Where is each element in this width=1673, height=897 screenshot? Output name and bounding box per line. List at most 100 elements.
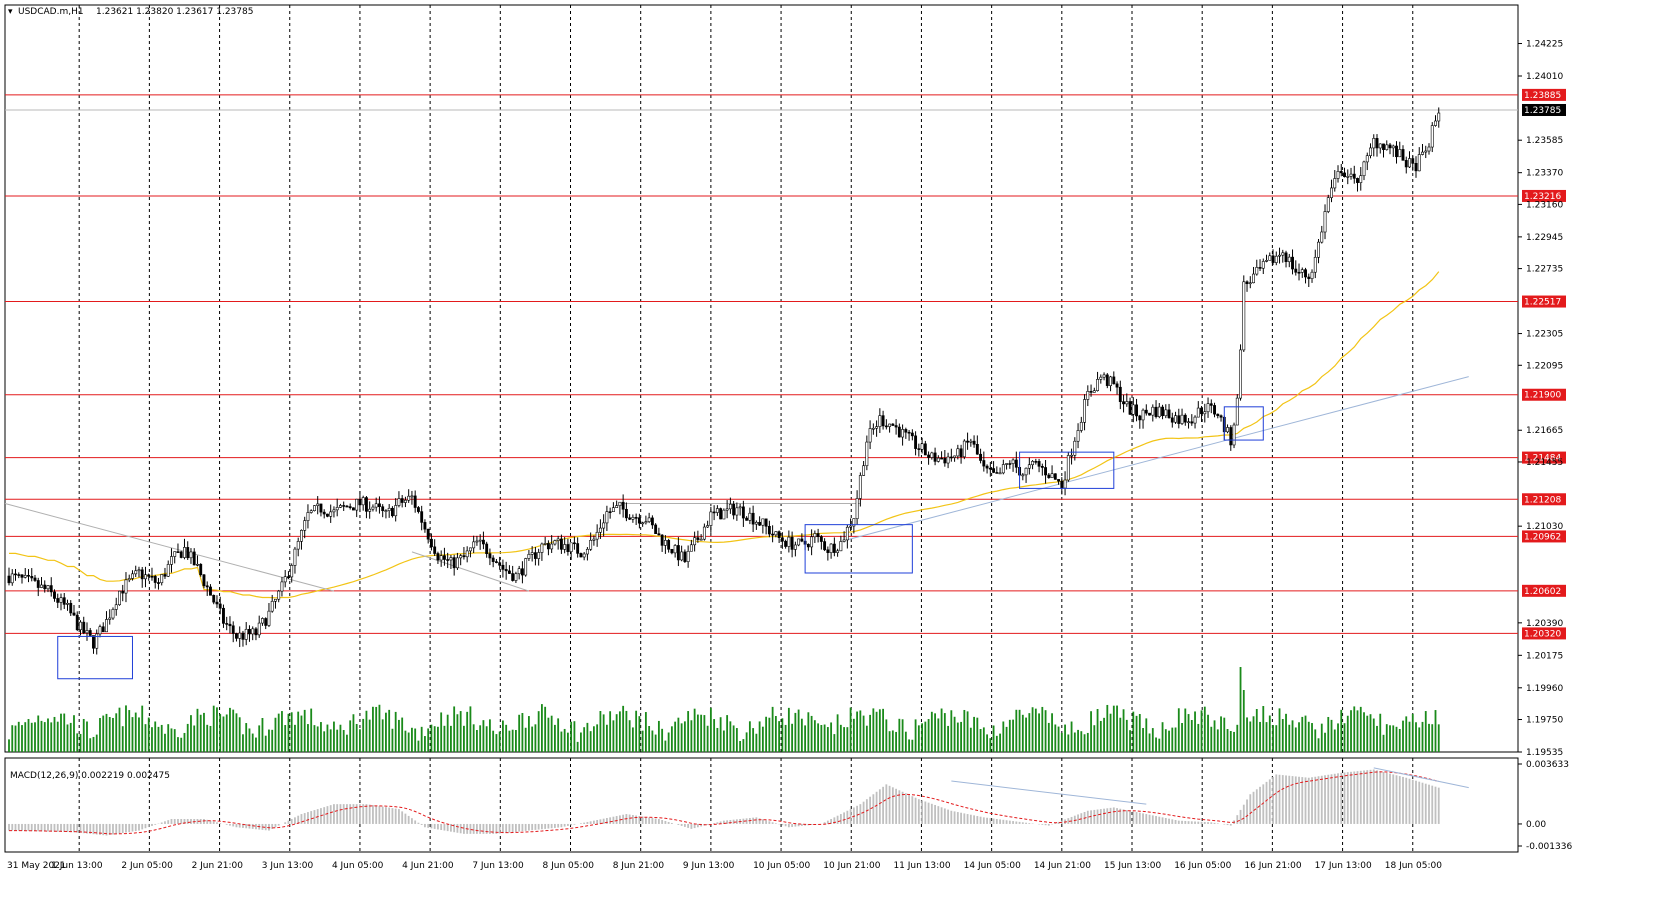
candle-body [992,468,996,473]
candle-body [624,508,628,519]
candle-body [754,521,758,525]
candle-body [1424,150,1428,153]
x-tick-label: 18 Jun 05:00 [1385,861,1442,871]
consolidation-box[interactable] [804,524,913,574]
candle-body [732,503,736,516]
candle-body [316,503,320,506]
candle-body [1294,268,1298,273]
candle-body [722,509,726,520]
candle-body [442,555,446,560]
candle-body [403,499,407,503]
candle-body [553,540,557,545]
price-tick-label: 1.21030 [1526,522,1563,532]
x-tick-label: 16 Jun 05:00 [1174,861,1231,871]
candle-body [1343,172,1346,178]
candle-body [959,448,963,458]
candle-body [494,561,498,563]
dropdown-triangle-icon[interactable]: ▾ [8,7,13,17]
x-tick-label: 4 Jun 05:00 [332,861,384,871]
trendline[interactable] [4,503,335,592]
candle-body [537,552,541,559]
candle-body [1109,376,1112,386]
candle-body [264,618,268,626]
candle-body [1209,403,1213,406]
candle-body [962,440,966,458]
candle-body [563,544,567,550]
price-tick-label: 1.22095 [1526,361,1563,371]
candle-body [199,563,203,576]
candle-body [946,456,950,464]
candle-body [205,585,209,588]
candle-body [1411,158,1415,164]
candle-body [1076,430,1080,442]
candle-body [910,432,914,437]
price-tick-label: 1.21455 [1526,458,1563,468]
candle-body [1044,467,1048,476]
candle-body [1291,256,1294,270]
candle-body [56,598,60,603]
candle-body [933,452,937,462]
candle-body [277,590,281,600]
candle-body [390,507,394,517]
candle-body [17,574,21,576]
consolidation-box[interactable] [1223,406,1264,441]
candle-body [69,602,73,614]
candle-body [1362,161,1366,177]
candle-body [1031,461,1035,466]
candle-body [1099,376,1103,380]
candle-body [631,517,635,520]
x-tick-label: 7 Jun 13:00 [472,861,524,871]
candle-body [823,541,827,551]
candle-body [764,518,768,527]
candle-body [127,578,131,581]
candle-body [689,544,693,552]
candle-body [556,538,560,541]
candle-body [49,585,53,593]
candle-body [413,495,417,508]
candle-body [1323,211,1327,233]
macd-trendline[interactable] [1373,767,1469,789]
candle-body [1177,415,1181,424]
candle-body [85,630,89,634]
candle-body [709,511,713,526]
candle-body [485,543,489,554]
macd-trendline[interactable] [951,780,1147,805]
candle-body [7,575,11,584]
candle-body [124,579,128,594]
candle-body [322,511,326,515]
candle-body [1401,149,1405,161]
macd-pane-frame [4,757,1519,853]
candle-body [1141,409,1145,421]
candle-body [1001,464,1005,474]
consolidation-box[interactable] [57,635,133,680]
trendline[interactable] [411,551,530,592]
candle-body [758,521,762,526]
trendline[interactable] [847,376,1469,541]
candle-body [1196,407,1200,418]
candle-body [358,498,362,506]
candle-body [329,511,333,517]
candle-body [179,551,183,558]
candle-body [901,429,905,438]
candle-body [1434,120,1437,126]
candle-body [517,568,521,575]
candle-body [1271,255,1275,263]
candle-body [1229,427,1233,446]
candle-body [611,507,615,512]
candle-body [1281,252,1285,256]
candle-body [423,522,427,530]
candle-body [511,573,515,581]
candle-body [988,467,992,470]
candle-body [270,600,274,612]
x-tick-label: 14 Jun 21:00 [1034,861,1091,871]
candle-body [33,577,37,581]
candle-body [1336,171,1340,179]
candle-body [1005,463,1009,465]
consolidation-box[interactable] [1019,451,1115,489]
candle-body [576,543,580,554]
x-tick-label: 16 Jun 21:00 [1244,861,1301,871]
candle-body [173,551,177,557]
candle-body [592,538,596,541]
candle-body [745,517,749,521]
